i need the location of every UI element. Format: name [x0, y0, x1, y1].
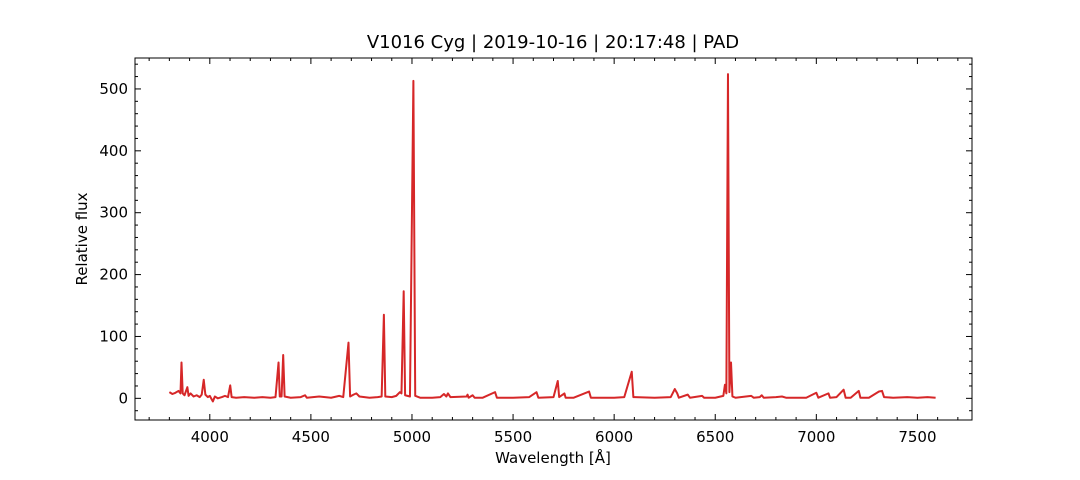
x-tick-label: 7500	[898, 428, 936, 446]
x-tick-label: 4500	[292, 428, 330, 446]
y-axis: 0 100 200 300 400 500	[99, 63, 972, 412]
y-tick-label: 300	[99, 204, 128, 222]
x-axis: 4000 4500 5000 5500 6000 6500 7000 7500	[148, 58, 959, 446]
plot-area	[168, 73, 936, 403]
y-tick-label: 400	[99, 142, 128, 160]
y-tick-label: 200	[99, 266, 128, 284]
x-tick-label: 5500	[494, 428, 532, 446]
y-axis-label: Relative flux	[73, 192, 91, 285]
y-tick-label: 500	[99, 80, 128, 98]
plot-frame	[134, 57, 973, 421]
chart-title: V1016 Cyg | 2019-10-16 | 20:17:48 | PAD	[367, 32, 739, 53]
x-tick-label: 4000	[191, 428, 229, 446]
y-tick-label: 100	[99, 327, 128, 345]
x-tick-label: 6000	[595, 428, 633, 446]
y-tick-label: 0	[118, 389, 128, 407]
x-tick-label: 7000	[797, 428, 835, 446]
x-tick-label: 6500	[696, 428, 734, 446]
x-tick-label: 5000	[393, 428, 431, 446]
x-axis-label: Wavelength [Å]	[495, 448, 611, 467]
series-line-1	[168, 73, 936, 403]
